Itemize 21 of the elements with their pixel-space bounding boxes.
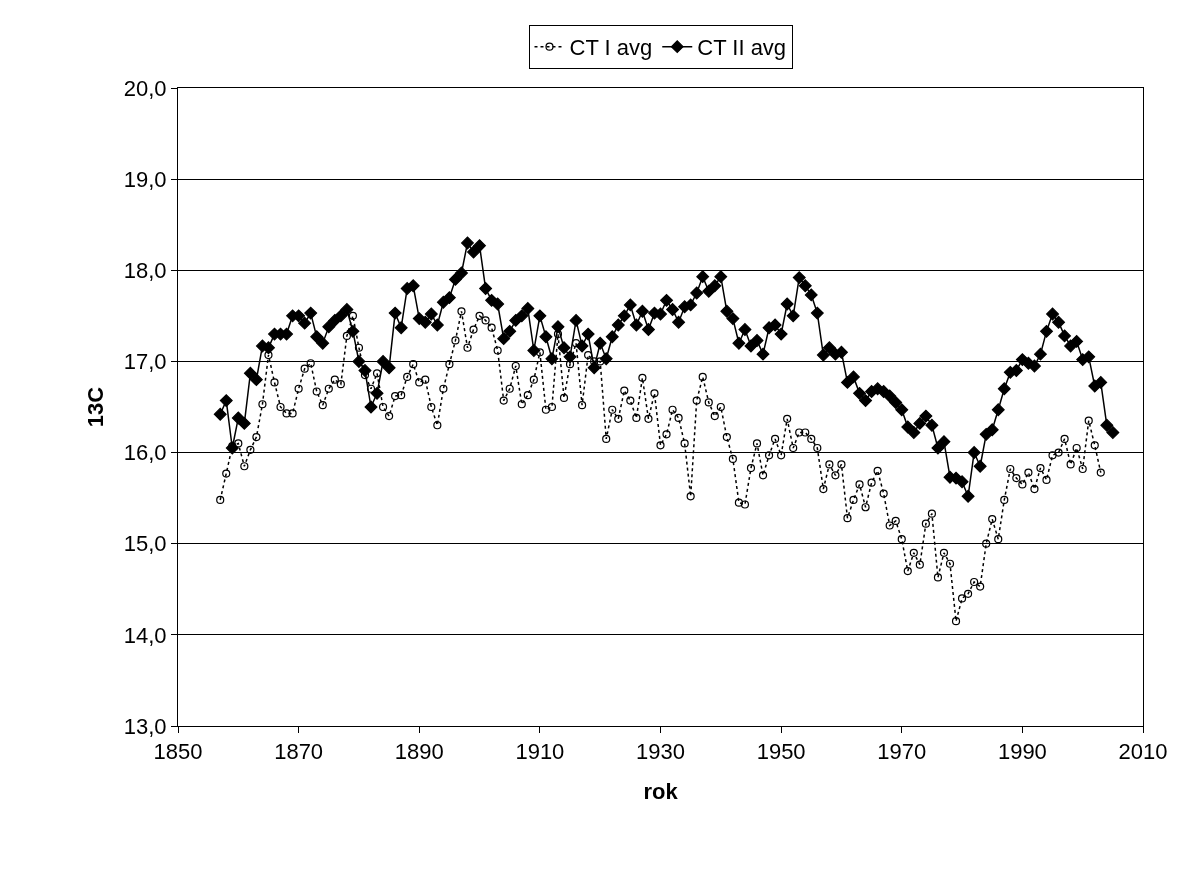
- y-axis-title: 13C: [82, 386, 108, 428]
- x-tick-label: 1970: [877, 739, 927, 765]
- y-tick-label: 14,0: [123, 622, 167, 648]
- x-tick-label: 1990: [997, 739, 1047, 765]
- y-tick-label: 13,0: [123, 713, 167, 739]
- x-tick-label: 1870: [274, 739, 324, 765]
- x-axis-title: rok: [643, 779, 679, 805]
- y-tick-label: 18,0: [123, 257, 167, 283]
- y-tick-label: 19,0: [123, 166, 167, 192]
- legend-label: CT I avg: [569, 35, 653, 61]
- x-tick-label: 2010: [1118, 739, 1168, 765]
- x-tick-label: 1890: [394, 739, 444, 765]
- x-tick-label: 1950: [756, 739, 806, 765]
- y-tick-label: 15,0: [123, 531, 167, 557]
- x-tick-label: 1850: [153, 739, 203, 765]
- y-tick-label: 16,0: [123, 440, 167, 466]
- x-tick-label: 1930: [636, 739, 685, 765]
- legend-label: CT II avg: [697, 35, 787, 61]
- y-tick-label: 20,0: [123, 75, 167, 101]
- x-tick-label: 1910: [515, 739, 565, 765]
- y-tick-label: 17,0: [123, 349, 167, 375]
